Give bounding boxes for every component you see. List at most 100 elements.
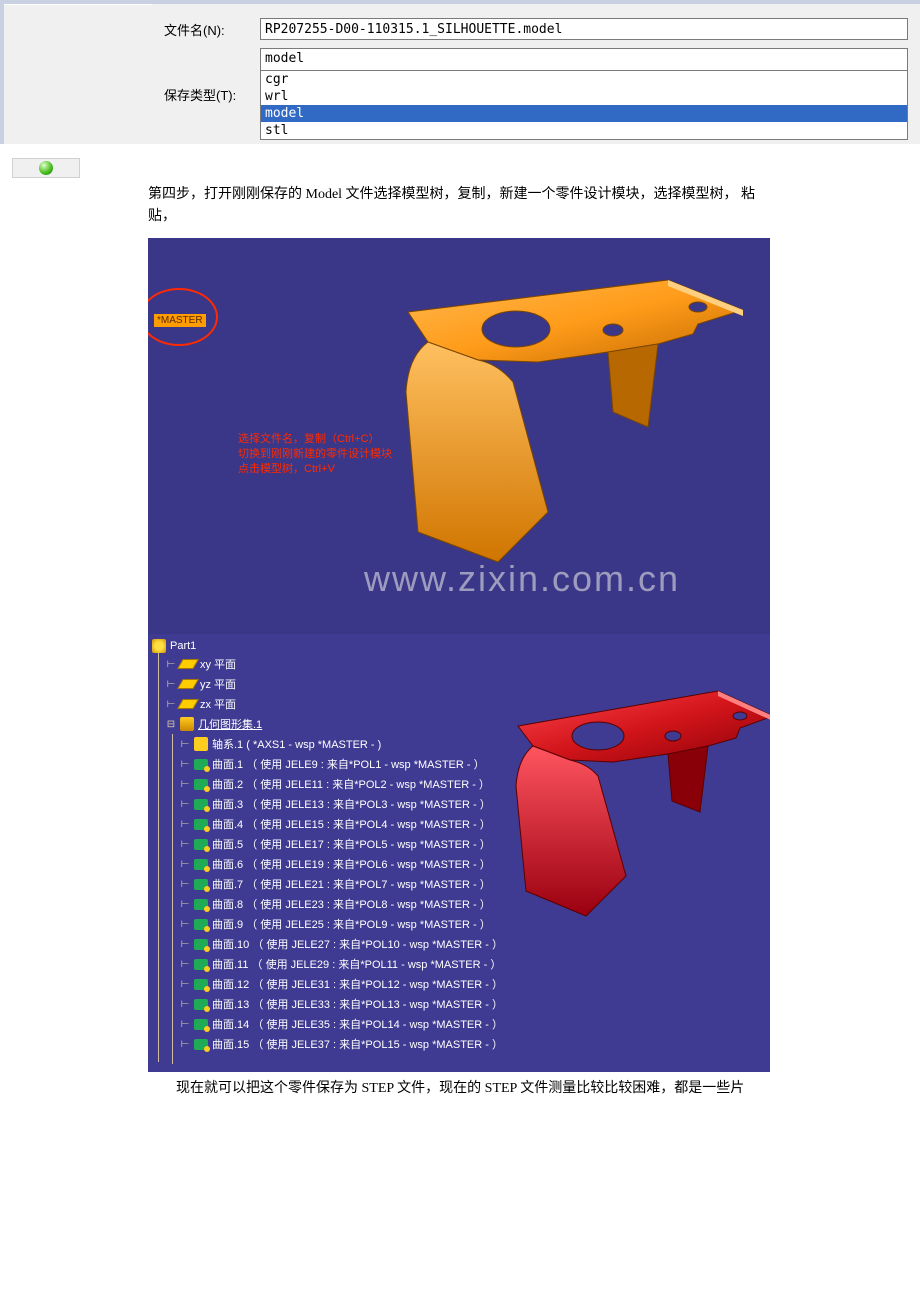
surface-icon	[194, 899, 208, 910]
save-dialog-left-panel	[4, 4, 152, 144]
surface-icon	[194, 1019, 208, 1030]
tree-label: 曲面.13 （ 使用 JELE33 : 来自*POL13 - wsp *MAST…	[212, 996, 503, 1012]
plane-icon	[177, 679, 199, 689]
taskbar-button[interactable]	[12, 158, 80, 178]
filetype-option-list: cgr wrl model stl	[260, 70, 908, 140]
app-icon	[39, 161, 53, 175]
tree-label: 几何图形集.1	[198, 716, 262, 732]
surface-icon	[194, 979, 208, 990]
tree-surface[interactable]: ⊢ 曲面.12 （ 使用 JELE31 : 来自*POL12 - wsp *MAS…	[152, 974, 503, 994]
tree-tick-icon: ⊢	[180, 959, 190, 970]
watermark: www.zixin.com.cn	[364, 558, 680, 600]
tree-tick-icon: ⊢	[180, 919, 190, 930]
tree-tick-icon: ⊢	[180, 1039, 190, 1050]
surface-icon	[194, 819, 208, 830]
master-tree-label[interactable]: *MASTER	[154, 314, 206, 327]
surface-icon	[194, 999, 208, 1010]
surface-icon	[194, 879, 208, 890]
surface-icon	[194, 859, 208, 870]
tree-label: 曲面.12 （ 使用 JELE31 : 来自*POL12 - wsp *MAST…	[212, 976, 503, 992]
surface-icon	[194, 959, 208, 970]
tree-surface[interactable]: ⊢ 曲面.13 （ 使用 JELE33 : 来自*POL13 - wsp *MAS…	[152, 994, 503, 1014]
tree-axis[interactable]: ⊢ 轴系.1 ( *AXS1 - wsp *MASTER - )	[152, 734, 503, 754]
save-dialog: 文件名(N): 保存类型(T): model cgr wrl model stl	[0, 0, 920, 144]
spec-tree[interactable]: Part1 ⊢xy 平面 ⊢yz 平面 ⊢zx 平面 ⊟几何图形集.1 ⊢轴系.…	[152, 638, 503, 1054]
surface-icon	[194, 1039, 208, 1050]
tree-tick-icon: ⊟	[166, 719, 176, 730]
tree-label: 曲面.7 （ 使用 JELE21 : 来自*POL7 - wsp *MASTER…	[212, 876, 491, 892]
axis-icon	[194, 737, 208, 751]
tree-root[interactable]: Part1	[152, 638, 503, 654]
tree-label: yz 平面	[200, 676, 236, 692]
closing-paragraph: 现在就可以把这个零件保存为 STEP 文件，现在的 STEP 文件测量比较比较困…	[0, 1078, 920, 1100]
tree-label: 曲面.14 （ 使用 JELE35 : 来自*POL14 - wsp *MAST…	[212, 1016, 503, 1032]
tree-tick-icon: ⊢	[180, 839, 190, 850]
filetype-selected: model	[260, 48, 908, 70]
plane-icon	[177, 699, 199, 709]
surface-icon	[194, 799, 208, 810]
tree-label: 曲面.1 （ 使用 JELE9 : 来自*POL1 - wsp *MASTER …	[212, 756, 485, 772]
geomset-icon	[180, 717, 194, 731]
catia-screenshot-tree: Part1 ⊢xy 平面 ⊢yz 平面 ⊢zx 平面 ⊟几何图形集.1 ⊢轴系.…	[148, 634, 770, 1072]
tree-tick-icon: ⊢	[180, 1019, 190, 1030]
save-dialog-right-panel: 文件名(N): 保存类型(T): model cgr wrl model stl	[152, 4, 920, 144]
surface-icon	[194, 919, 208, 930]
tree-surface[interactable]: ⊢ 曲面.10 （ 使用 JELE27 : 来自*POL10 - wsp *MAS…	[152, 934, 503, 954]
filetype-option[interactable]: wrl	[261, 88, 907, 105]
filetype-option[interactable]: stl	[261, 122, 907, 139]
tree-surface[interactable]: ⊢曲面.5 （ 使用 JELE17 : 来自*POL5 - wsp *MASTE…	[152, 834, 503, 854]
surface-icon	[194, 759, 208, 770]
tree-tick-icon: ⊢	[180, 819, 190, 830]
tree-surface[interactable]: ⊢曲面.4 （ 使用 JELE15 : 来自*POL4 - wsp *MASTE…	[152, 814, 503, 834]
tree-surface[interactable]: ⊢ 曲面.14 （ 使用 JELE35 : 来自*POL14 - wsp *MAS…	[152, 1014, 503, 1034]
tree-label: 曲面.3 （ 使用 JELE13 : 来自*POL3 - wsp *MASTER…	[212, 796, 491, 812]
filetype-option[interactable]: cgr	[261, 71, 907, 88]
tree-tick-icon: ⊢	[180, 999, 190, 1010]
tree-label: zx 平面	[200, 696, 236, 712]
tree-label: xy 平面	[200, 656, 236, 672]
tree-root-label: Part1	[170, 640, 196, 652]
tree-label: 曲面.9 （ 使用 JELE25 : 来自*POL9 - wsp *MASTER…	[212, 916, 491, 932]
surface-icon	[194, 779, 208, 790]
tree-tick-icon: ⊢	[180, 759, 190, 770]
tree-tick-icon: ⊢	[180, 799, 190, 810]
tree-label: 曲面.2 （ 使用 JELE11 : 来自*POL2 - wsp *MASTER…	[212, 776, 490, 792]
tree-label: 曲面.15 （ 使用 JELE37 : 来自*POL15 - wsp *MAST…	[212, 1036, 503, 1052]
tree-surface[interactable]: ⊢ 曲面.8 （ 使用 JELE23 : 来自*POL8 - wsp *MASTE…	[152, 894, 503, 914]
filetype-label: 保存类型(T):	[164, 85, 260, 104]
tree-label: 曲面.10 （ 使用 JELE27 : 来自*POL10 - wsp *MAST…	[212, 936, 503, 952]
tree-tick-icon: ⊢	[180, 939, 190, 950]
tree-label: 曲面.6 （ 使用 JELE19 : 来自*POL6 - wsp *MASTER…	[212, 856, 491, 872]
tree-surface[interactable]: ⊢ 曲面.9 （ 使用 JELE25 : 来自*POL9 - wsp *MASTE…	[152, 914, 503, 934]
tree-label: 轴系.1 ( *AXS1 - wsp *MASTER - )	[212, 736, 381, 752]
tree-plane[interactable]: ⊢zx 平面	[152, 694, 503, 714]
filetype-dropdown[interactable]: model cgr wrl model stl	[260, 48, 908, 140]
tree-tick-icon: ⊢	[180, 979, 190, 990]
tree-surface[interactable]: ⊢ 曲面.3 （ 使用 JELE13 : 来自*POL3 - wsp *MASTE…	[152, 794, 503, 814]
tree-surface[interactable]: ⊢ 曲面.1 （ 使用 JELE9 : 来自*POL1 - wsp *MASTER…	[152, 754, 503, 774]
surface-icon	[194, 839, 208, 850]
filetype-option-highlighted[interactable]: model	[261, 105, 907, 122]
tree-tick-icon: ⊢	[166, 659, 176, 670]
tree-surface[interactable]: ⊢ 曲面.6 （ 使用 JELE19 : 来自*POL6 - wsp *MASTE…	[152, 854, 503, 874]
tree-plane[interactable]: ⊢ xy 平面	[152, 654, 503, 674]
tree-surface[interactable]: ⊢ 曲面.11 （ 使用 JELE29 : 来自*POL11 - wsp *MAS…	[152, 954, 503, 974]
filename-input[interactable]	[260, 18, 908, 40]
catia-screenshot-orange: *MASTER 选择文件名，复制（Ctrl+C） 切换到刚刚新建的零件设计模块 …	[148, 238, 770, 634]
tree-tick-icon: ⊢	[180, 739, 190, 750]
tree-label: 曲面.11 （ 使用 JELE29 : 来自*POL11 - wsp *MAST…	[212, 956, 501, 972]
tree-surface[interactable]: ⊢ 曲面.15 （ 使用 JELE37 : 来自*POL15 - wsp *MAS…	[152, 1034, 503, 1054]
plane-icon	[177, 659, 199, 669]
tree-geomset[interactable]: ⊟ 几何图形集.1	[152, 714, 503, 734]
step4-paragraph: 第四步，打开刚刚保存的 Model 文件选择模型树，复制，新建一个零件设计模块，…	[0, 184, 920, 228]
tree-tick-icon: ⊢	[180, 899, 190, 910]
filename-label: 文件名(N):	[164, 20, 260, 39]
tree-tick-icon: ⊢	[180, 859, 190, 870]
tree-plane[interactable]: ⊢yz 平面	[152, 674, 503, 694]
tree-label: 曲面.8 （ 使用 JELE23 : 来自*POL8 - wsp *MASTER…	[212, 896, 491, 912]
tree-surface[interactable]: ⊢ 曲面.2 （ 使用 JELE11 : 来自*POL2 - wsp *MASTE…	[152, 774, 503, 794]
tree-tick-icon: ⊢	[180, 779, 190, 790]
taskbar-strip	[0, 158, 920, 178]
tree-tick-icon: ⊢	[180, 879, 190, 890]
tree-surface[interactable]: ⊢ 曲面.7 （ 使用 JELE21 : 来自*POL7 - wsp *MASTE…	[152, 874, 503, 894]
